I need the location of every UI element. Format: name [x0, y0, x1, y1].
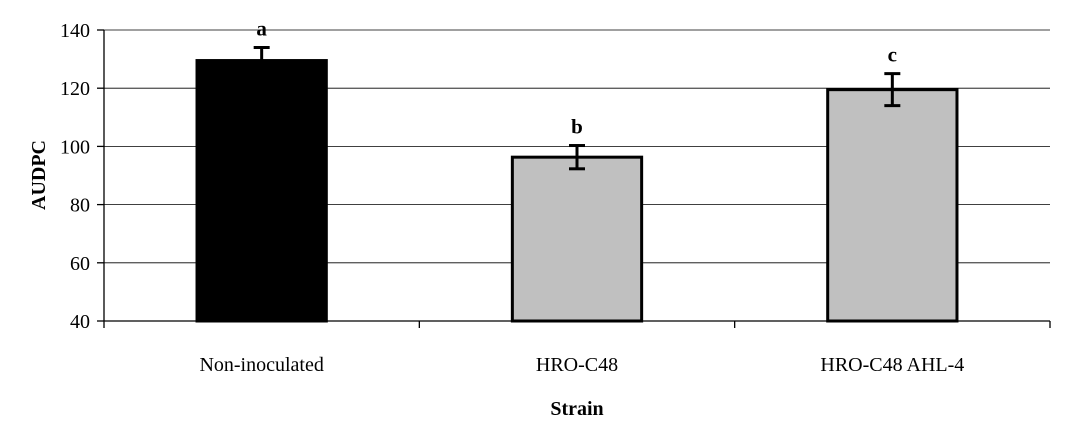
- significance-label: b: [571, 115, 583, 139]
- significance-labels: a b c: [256, 16, 897, 138]
- error-bars: [253, 45, 901, 171]
- y-tick-label: 120: [60, 78, 90, 100]
- y-tick-label: 60: [70, 253, 90, 275]
- y-axis-title: AUDPC: [28, 140, 50, 210]
- y-tick-label: 140: [60, 20, 90, 42]
- bars: [195, 59, 959, 323]
- y-tick-label: 80: [70, 195, 90, 217]
- significance-label: c: [888, 43, 897, 67]
- significance-label: a: [256, 16, 267, 40]
- x-axis-title: Strain: [550, 398, 603, 420]
- bar: [510, 155, 644, 323]
- bar: [826, 88, 959, 323]
- x-category-label: HRO-C48: [536, 354, 618, 376]
- axes: [97, 29, 1051, 328]
- y-tick-label: 100: [60, 136, 90, 158]
- y-tick-label: 40: [70, 311, 90, 333]
- x-category-label: Non-inoculated: [199, 354, 323, 376]
- x-category-label: HRO-C48 AHL-4: [820, 354, 964, 376]
- tick-labels: 40 60 80 100 120 140 Non-inoculated HRO-C48 HRO-…: [60, 20, 964, 376]
- bar: [195, 59, 328, 323]
